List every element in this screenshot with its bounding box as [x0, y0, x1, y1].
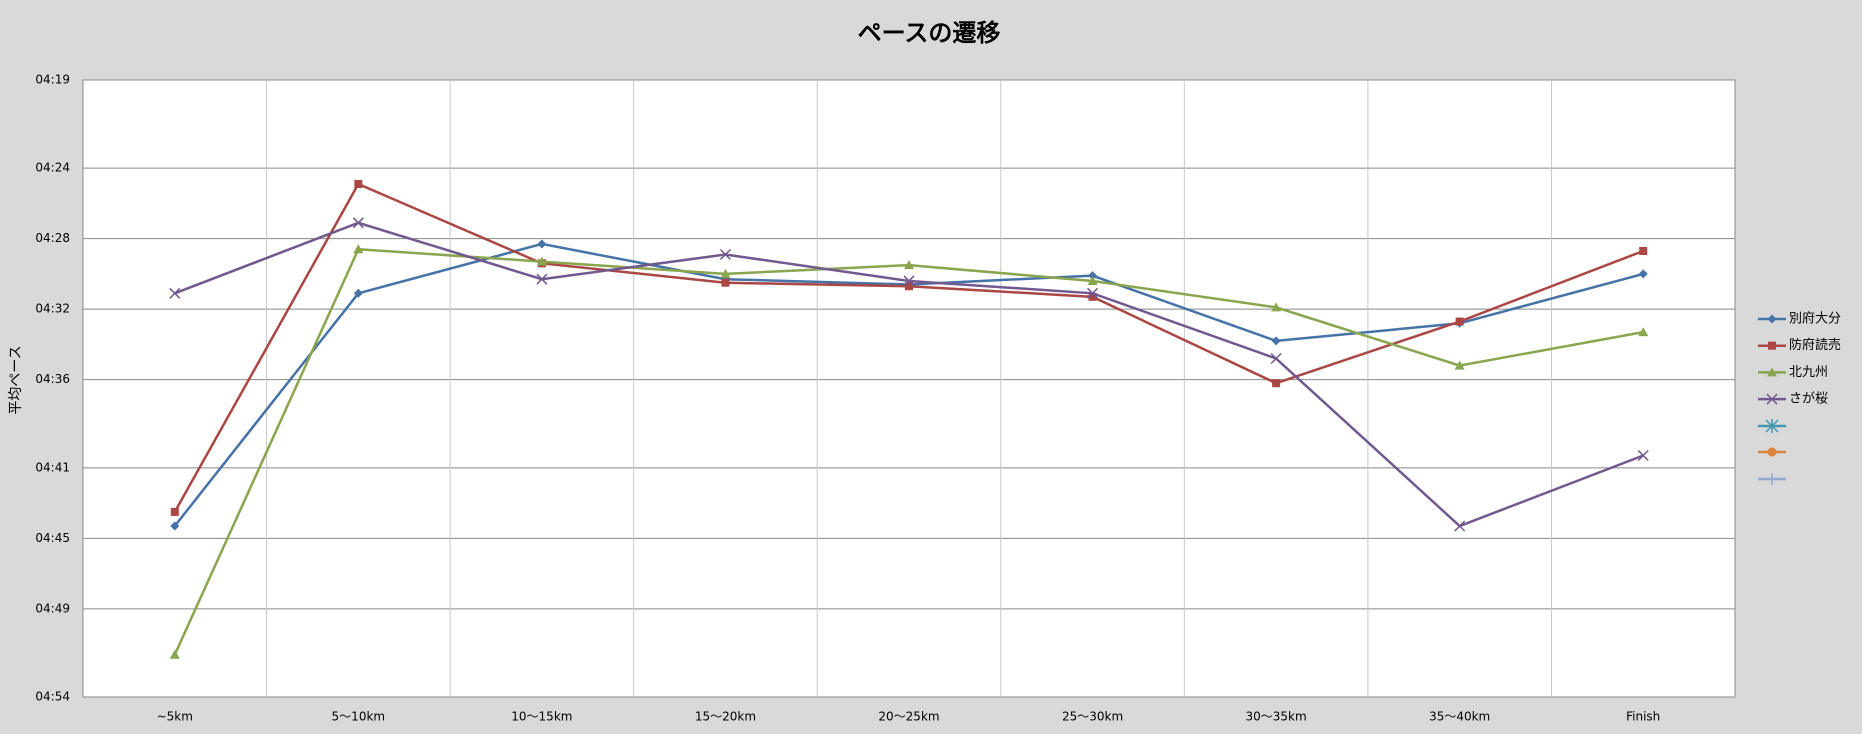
x-tick-label: 30～35km	[1246, 710, 1307, 724]
x-tick-label: 25～30km	[1062, 710, 1123, 724]
marker	[1639, 246, 1648, 255]
marker	[169, 287, 181, 299]
marker	[536, 273, 548, 285]
marker	[1271, 336, 1281, 346]
legend-label: さが桜	[1789, 392, 1828, 407]
y-tick-label: 04:36	[35, 372, 70, 386]
legend-label: 別府大分	[1789, 312, 1841, 327]
marker	[1637, 449, 1649, 462]
marker	[1638, 269, 1648, 279]
marker	[1087, 287, 1099, 299]
marker	[353, 244, 364, 254]
marker	[1087, 275, 1098, 285]
marker	[903, 275, 915, 287]
y-tick-label: 04:32	[35, 302, 70, 316]
plot-area	[82, 79, 1736, 698]
x-tick-label: 15～20km	[695, 710, 756, 724]
x-tick-label: ~5km	[157, 710, 193, 724]
marker	[904, 260, 914, 270]
marker	[170, 507, 179, 516]
marker	[1767, 314, 1777, 324]
legend-label: 防府読売	[1789, 337, 1841, 353]
y-tick-label: 04:28	[35, 231, 70, 245]
y-axis-title: 平均ペース	[8, 345, 24, 414]
marker	[1454, 360, 1465, 370]
chart-title: ペースの遷移	[858, 19, 1001, 47]
y-tick-label: 04:41	[35, 460, 70, 474]
marker	[1088, 292, 1097, 301]
legend-entry: さが桜	[1758, 392, 1828, 407]
marker	[719, 248, 731, 261]
marker	[1271, 302, 1282, 312]
marker	[1455, 317, 1464, 326]
marker	[720, 268, 731, 278]
marker	[170, 521, 180, 531]
marker	[354, 180, 363, 189]
y-tick-label: 04:49	[35, 601, 70, 615]
y-tick-label: 04:19	[35, 73, 70, 87]
y-tick-label: 04:45	[35, 531, 70, 545]
marker	[536, 256, 547, 266]
marker	[1272, 379, 1281, 388]
marker	[1088, 271, 1098, 281]
marker	[1638, 327, 1649, 337]
marker	[1454, 520, 1466, 532]
x-tick-label: 20～25km	[878, 710, 939, 724]
marker	[1766, 393, 1778, 405]
y-tick-label: 04:54	[35, 690, 70, 704]
marker	[721, 278, 730, 287]
marker	[1270, 353, 1282, 365]
x-tick-label: 35～40km	[1429, 710, 1490, 724]
legend-entry: 防府読売	[1758, 337, 1841, 353]
legend-entry: 別府大分	[1758, 312, 1841, 327]
x-tick-label: 5～10km	[332, 710, 386, 724]
marker	[169, 649, 180, 659]
x-tick-label: Finish	[1626, 710, 1660, 724]
y-tick-label: 04:24	[35, 161, 70, 175]
marker	[537, 239, 547, 249]
legend-entry: 北九州	[1758, 365, 1828, 380]
marker	[352, 217, 364, 229]
marker	[353, 288, 363, 298]
marker	[905, 282, 913, 291]
marker	[1768, 341, 1776, 350]
marker	[1767, 367, 1777, 377]
empty-legend-entries	[1758, 419, 1786, 485]
legend-label: 北九州	[1789, 365, 1828, 380]
x-tick-label: 10～15km	[511, 710, 572, 724]
